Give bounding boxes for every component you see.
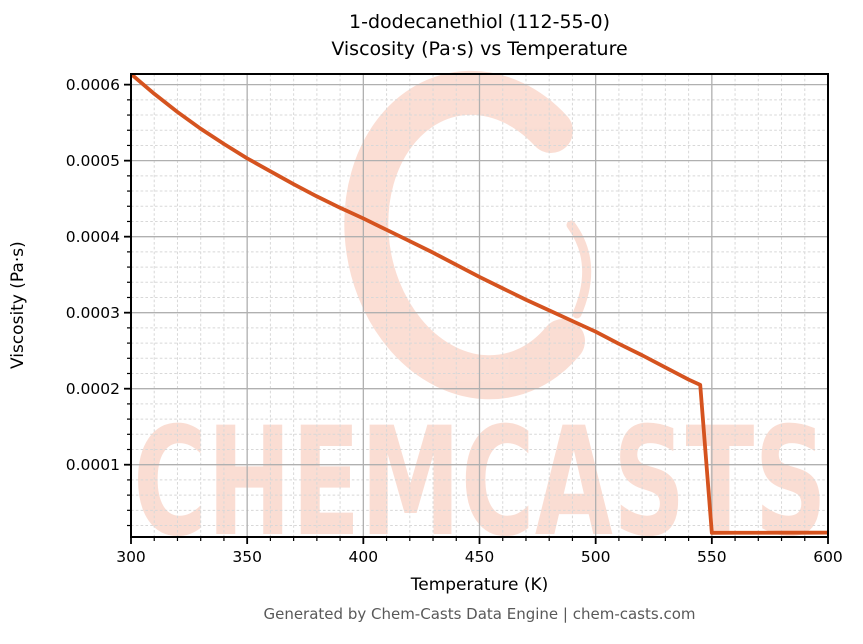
chart-title-line1: 1-dodecanethiol (112-55-0) (349, 11, 610, 33)
x-tick-label: 550 (697, 548, 727, 566)
x-tick-label: 450 (465, 548, 495, 566)
chemcasts-inner-swoosh-icon (566, 220, 592, 319)
chart-title: 1-dodecanethiol (112-55-0) Viscosity (Pa… (131, 9, 828, 63)
y-tick-label: 0.0001 (66, 456, 120, 474)
x-tick-label: 500 (581, 548, 611, 566)
series-viscosity (131, 74, 828, 535)
x-tick-label: 300 (116, 548, 146, 566)
y-tick-label: 0.0004 (66, 228, 120, 246)
y-tick-label: 0.0006 (66, 76, 120, 94)
y-axis-label: Viscosity (Pa·s) (8, 241, 28, 370)
chemcasts-c-swoosh-icon (344, 70, 585, 400)
y-tick-label: 0.0003 (66, 304, 120, 322)
x-axis-label: Temperature (K) (410, 575, 549, 595)
footer-credit: Generated by Chem-Casts Data Engine | ch… (263, 605, 696, 623)
y-tick-label: 0.0002 (66, 380, 120, 398)
x-tick-label: 400 (349, 548, 379, 566)
axis-ticks (124, 83, 829, 544)
x-tick-label: 600 (813, 548, 843, 566)
x-tick-label: 350 (232, 548, 262, 566)
gridlines (130, 74, 829, 537)
y-tick-label: 0.0005 (66, 152, 120, 170)
chart-title-line2: Viscosity (Pa·s) vs Temperature (331, 38, 628, 60)
